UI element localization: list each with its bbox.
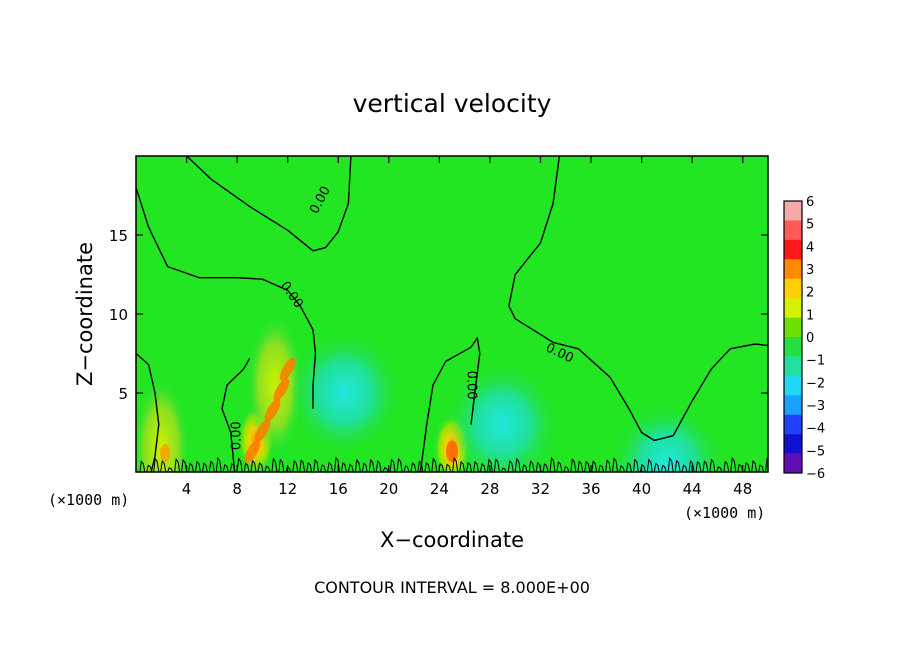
- field-features: [136, 315, 722, 472]
- colorbar-label: 1: [806, 308, 814, 323]
- y-tick-label: 15: [109, 227, 128, 245]
- x-unit-label-right: (×1000 m): [684, 504, 765, 522]
- colorbar-label: −1: [806, 354, 825, 369]
- x-tick-label: 44: [683, 480, 702, 498]
- colorbar-label: 0: [806, 331, 814, 346]
- colorbar-label: −6: [806, 467, 825, 482]
- field-updraft-1: [247, 315, 304, 456]
- plume-core-x25: [446, 440, 458, 463]
- chart-title: vertical velocity: [353, 89, 552, 118]
- contour-line-2: [508, 156, 768, 442]
- colorbar-swatch: [784, 278, 802, 299]
- colorbar-swatch: [784, 317, 802, 338]
- colorbar-label: 3: [806, 263, 814, 278]
- x-tick-label: 48: [733, 480, 752, 498]
- colorbar-label: 4: [806, 240, 814, 255]
- plot-area: 0.000.000.000.000.00: [136, 156, 768, 472]
- contour-line-4: [221, 357, 251, 472]
- x-tick-label: 40: [632, 480, 651, 498]
- x-tick-label: 20: [379, 480, 398, 498]
- contour-line-3: [419, 337, 481, 472]
- colorbar-swatch: [784, 453, 802, 474]
- colorbar-swatch: [784, 395, 802, 416]
- x-tick-label: 4: [182, 480, 192, 498]
- colorbar-label: 5: [806, 218, 814, 233]
- x-axis-label: X−coordinate: [380, 528, 524, 552]
- colorbar-swatch: [784, 239, 802, 260]
- field-updraft-2: [136, 378, 190, 472]
- x-tick-label: 16: [329, 480, 348, 498]
- contour-line-5: [136, 352, 160, 472]
- contour-line-1: [136, 187, 317, 409]
- colorbar-swatch: [784, 375, 802, 396]
- contour-label: 0.00: [463, 371, 478, 400]
- y-ticks: 5 10 15: [109, 227, 768, 403]
- colorbar-swatch: [784, 414, 802, 435]
- x-unit-label: (×1000 m): [48, 491, 129, 509]
- colorbar-swatch: [784, 298, 802, 318]
- x-tick-label: 8: [232, 480, 242, 498]
- plume-core-x2: [160, 444, 171, 463]
- plume-core-4: [279, 357, 296, 381]
- colorbar-label: −4: [806, 422, 825, 437]
- colorbar-swatch: [784, 220, 802, 241]
- x-tick-label: 36: [581, 480, 600, 498]
- colorbar-label: −3: [806, 399, 825, 414]
- y-tick-label: 5: [118, 385, 128, 403]
- field-downdraft-6: [611, 404, 722, 472]
- x-tick-label: 32: [531, 480, 550, 498]
- x-tick-label: 28: [480, 480, 499, 498]
- colorbar-label: 6: [806, 195, 814, 210]
- plume-core-3: [273, 378, 290, 402]
- colorbar: 6 5 4 3 2 1 0 −1 −2 −3 −4 −5 −6: [783, 195, 825, 482]
- colorbar-swatch: [784, 259, 802, 280]
- contour-label: 0.00: [230, 421, 245, 450]
- plume-core-0: [244, 439, 261, 463]
- colorbar-label: −2: [806, 376, 825, 391]
- plume-core-1: [254, 419, 271, 443]
- colorbar-swatch: [784, 356, 802, 377]
- contour-line-0: [186, 156, 352, 252]
- colorbar-label: 2: [806, 286, 814, 301]
- colorbar-swatch: [784, 337, 802, 357]
- colorbar-swatch: [784, 201, 802, 221]
- x-tick-label: 12: [278, 480, 297, 498]
- contour-surface-noise: [139, 456, 768, 472]
- colorbar-frame: [783, 200, 803, 474]
- y-axis-label: Z−coordinate: [73, 242, 97, 386]
- x-tick-label: 24: [430, 480, 449, 498]
- y-tick-label: 10: [109, 306, 128, 324]
- contour-interval-note: CONTOUR INTERVAL = 8.000E+00: [314, 578, 590, 597]
- x-ticks: 4 8 12 16 20 24 28 32 36 40 44 48: [182, 156, 752, 498]
- plume-core-2: [264, 398, 281, 422]
- field-downdraft-4: [289, 333, 400, 453]
- colorbar-label: −5: [806, 444, 825, 459]
- colorbar-swatch: [784, 434, 802, 454]
